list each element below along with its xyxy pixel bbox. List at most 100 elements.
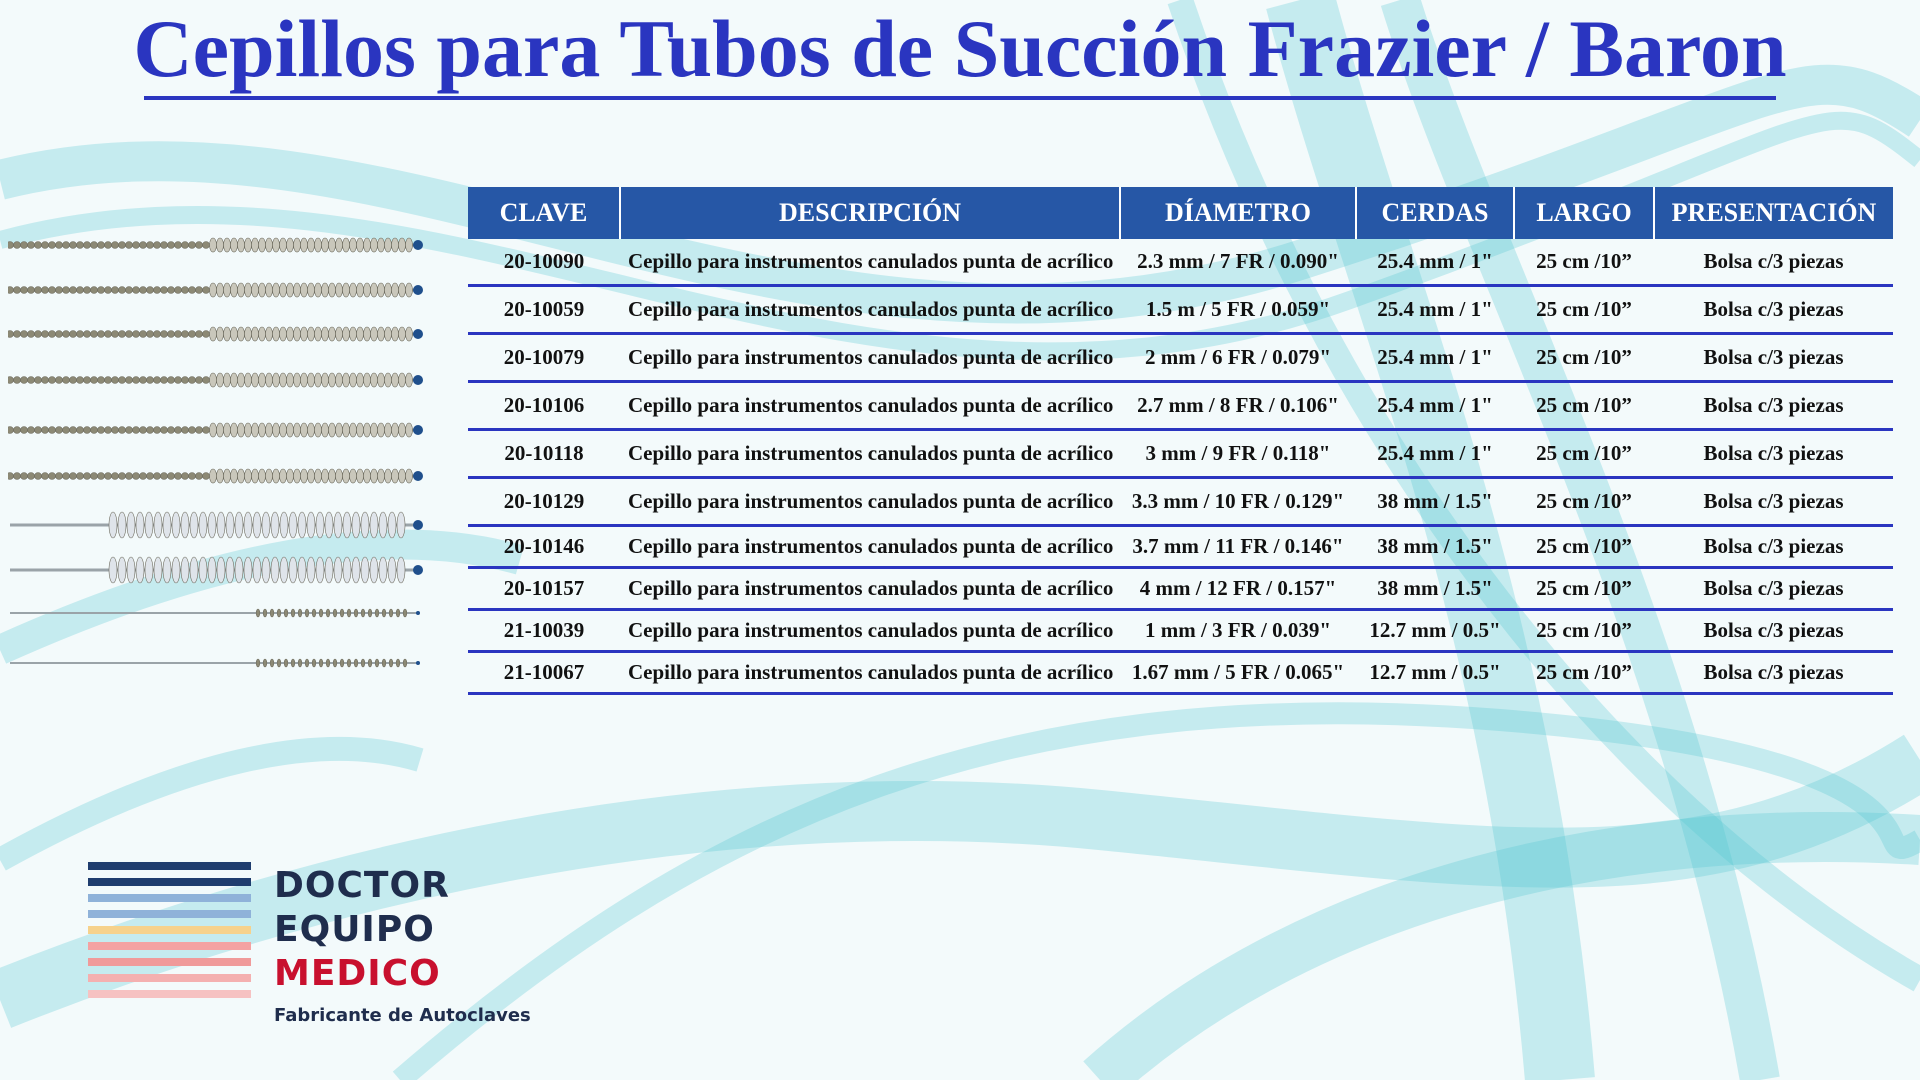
- cell-presentacion: Bolsa c/3 piezas: [1654, 477, 1893, 527]
- cell-largo: 25 cm /10”: [1514, 609, 1654, 653]
- cell-clave: 21-10039: [468, 609, 620, 653]
- cell-descripcion: Cepillo para instrumentos canulados punt…: [620, 381, 1120, 431]
- logo-tagline: Fabricante de Autoclaves: [274, 1005, 531, 1026]
- cell-presentacion: Bolsa c/3 piezas: [1654, 651, 1893, 695]
- cell-cerdas: 25.4 mm / 1": [1356, 285, 1514, 335]
- table-row: 20-10079 Cepillo para instrumentos canul…: [468, 333, 1893, 383]
- cell-clave: 20-10129: [468, 477, 620, 527]
- brush-illustrations: [8, 237, 423, 668]
- cell-diametro: 2 mm / 6 FR / 0.079": [1120, 333, 1356, 383]
- cell-descripcion: Cepillo para instrumentos canulados punt…: [620, 477, 1120, 527]
- table-row: 21-10039 Cepillo para instrumentos canul…: [468, 609, 1893, 653]
- logo-equipo: EQUIPO: [274, 909, 435, 950]
- logo-stripe: [88, 926, 251, 934]
- cell-presentacion: Bolsa c/3 piezas: [1654, 239, 1893, 287]
- cell-largo: 25 cm /10”: [1514, 239, 1654, 287]
- cell-clave: 20-10079: [468, 333, 620, 383]
- brush-icon: [8, 422, 423, 438]
- table-row: 21-10067 Cepillo para instrumentos canul…: [468, 651, 1893, 695]
- cell-descripcion: Cepillo para instrumentos canulados punt…: [620, 239, 1120, 287]
- brush-icon: [10, 511, 423, 539]
- cell-largo: 25 cm /10”: [1514, 567, 1654, 611]
- cell-presentacion: Bolsa c/3 piezas: [1654, 333, 1893, 383]
- cell-cerdas: 25.4 mm / 1": [1356, 239, 1514, 287]
- cell-cerdas: 38 mm / 1.5": [1356, 567, 1514, 611]
- brush-icon: [10, 608, 420, 618]
- cell-cerdas: 12.7 mm / 0.5": [1356, 609, 1514, 653]
- table-row: 20-10059 Cepillo para instrumentos canul…: [468, 285, 1893, 335]
- cell-clave: 20-10090: [468, 239, 620, 287]
- logo-medico: MEDICO: [274, 953, 441, 994]
- header-diametro: DÍAMETRO: [1119, 187, 1356, 239]
- title-underline: [144, 96, 1776, 100]
- cell-descripcion: Cepillo para instrumentos canulados punt…: [620, 567, 1120, 611]
- cell-largo: 25 cm /10”: [1514, 285, 1654, 335]
- cell-diametro: 4 mm / 12 FR / 0.157": [1120, 567, 1356, 611]
- logo-stripe: [88, 910, 251, 918]
- cell-cerdas: 12.7 mm / 0.5": [1356, 651, 1514, 695]
- table-row: 20-10106 Cepillo para instrumentos canul…: [468, 381, 1893, 431]
- page-title: Cepillos para Tubos de Succión Frazier /…: [133, 3, 1787, 94]
- cell-presentacion: Bolsa c/3 piezas: [1654, 429, 1893, 479]
- header-presentacion: PRESENTACIÓN: [1653, 187, 1893, 239]
- cell-presentacion: Bolsa c/3 piezas: [1654, 381, 1893, 431]
- cell-largo: 25 cm /10”: [1514, 525, 1654, 569]
- logo-stripe: [88, 974, 251, 982]
- cell-clave: 21-10067: [468, 651, 620, 695]
- cell-diametro: 1.5 m / 5 FR / 0.059": [1120, 285, 1356, 335]
- header-largo: LARGO: [1513, 187, 1654, 239]
- cell-largo: 25 cm /10”: [1514, 651, 1654, 695]
- brush-icon: [8, 326, 423, 342]
- cell-largo: 25 cm /10”: [1514, 333, 1654, 383]
- header-descripcion: DESCRIPCIÓN: [619, 187, 1120, 239]
- logo-stripe: [88, 958, 251, 966]
- table-header-row: CLAVE DESCRIPCIÓN DÍAMETRO CERDAS LARGO …: [468, 187, 1893, 239]
- cell-cerdas: 25.4 mm / 1": [1356, 381, 1514, 431]
- table-row: 20-10129 Cepillo para instrumentos canul…: [468, 477, 1893, 527]
- brush-icon: [8, 372, 423, 388]
- cell-presentacion: Bolsa c/3 piezas: [1654, 525, 1893, 569]
- brush-icon: [10, 556, 423, 584]
- cell-clave: 20-10106: [468, 381, 620, 431]
- cell-diametro: 3.7 mm / 11 FR / 0.146": [1120, 525, 1356, 569]
- table-row: 20-10146 Cepillo para instrumentos canul…: [468, 525, 1893, 569]
- logo-doctor: DOCTOR: [274, 865, 450, 906]
- cell-clave: 20-10146: [468, 525, 620, 569]
- cell-clave: 20-10118: [468, 429, 620, 479]
- logo-stripe: [88, 862, 251, 870]
- cell-diametro: 1 mm / 3 FR / 0.039": [1120, 609, 1356, 653]
- cell-descripcion: Cepillo para instrumentos canulados punt…: [620, 609, 1120, 653]
- brush-icon: [8, 468, 423, 484]
- table-row: 20-10118 Cepillo para instrumentos canul…: [468, 429, 1893, 479]
- cell-largo: 25 cm /10”: [1514, 477, 1654, 527]
- cell-cerdas: 38 mm / 1.5": [1356, 477, 1514, 527]
- logo-stripe: [88, 942, 251, 950]
- logo-stripe: [88, 990, 251, 998]
- cell-descripcion: Cepillo para instrumentos canulados punt…: [620, 651, 1120, 695]
- cell-diametro: 2.3 mm / 7 FR / 0.090": [1120, 239, 1356, 287]
- cell-diametro: 3 mm / 9 FR / 0.118": [1120, 429, 1356, 479]
- brush-icon: [8, 237, 423, 253]
- brush-icon: [10, 658, 420, 668]
- brush-icon: [8, 282, 423, 298]
- cell-largo: 25 cm /10”: [1514, 381, 1654, 431]
- cell-clave: 20-10157: [468, 567, 620, 611]
- cell-diametro: 1.67 mm / 5 FR / 0.065": [1120, 651, 1356, 695]
- cell-clave: 20-10059: [468, 285, 620, 335]
- cell-presentacion: Bolsa c/3 piezas: [1654, 567, 1893, 611]
- cell-presentacion: Bolsa c/3 piezas: [1654, 285, 1893, 335]
- header-clave: CLAVE: [468, 187, 620, 239]
- header-cerdas: CERDAS: [1355, 187, 1514, 239]
- cell-cerdas: 38 mm / 1.5": [1356, 525, 1514, 569]
- logo-stripe: [88, 894, 251, 902]
- cell-descripcion: Cepillo para instrumentos canulados punt…: [620, 285, 1120, 335]
- brand-logo: DOCTOR EQUIPO MEDICO Fabricante de Autoc…: [88, 858, 588, 1038]
- cell-descripcion: Cepillo para instrumentos canulados punt…: [620, 525, 1120, 569]
- table-row: 20-10157 Cepillo para instrumentos canul…: [468, 567, 1893, 611]
- cell-diametro: 3.3 mm / 10 FR / 0.129": [1120, 477, 1356, 527]
- spec-table: CLAVE DESCRIPCIÓN DÍAMETRO CERDAS LARGO …: [468, 187, 1893, 695]
- logo-stripe: [88, 878, 251, 886]
- table-row: 20-10090 Cepillo para instrumentos canul…: [468, 239, 1893, 287]
- cell-diametro: 2.7 mm / 8 FR / 0.106": [1120, 381, 1356, 431]
- cell-cerdas: 25.4 mm / 1": [1356, 333, 1514, 383]
